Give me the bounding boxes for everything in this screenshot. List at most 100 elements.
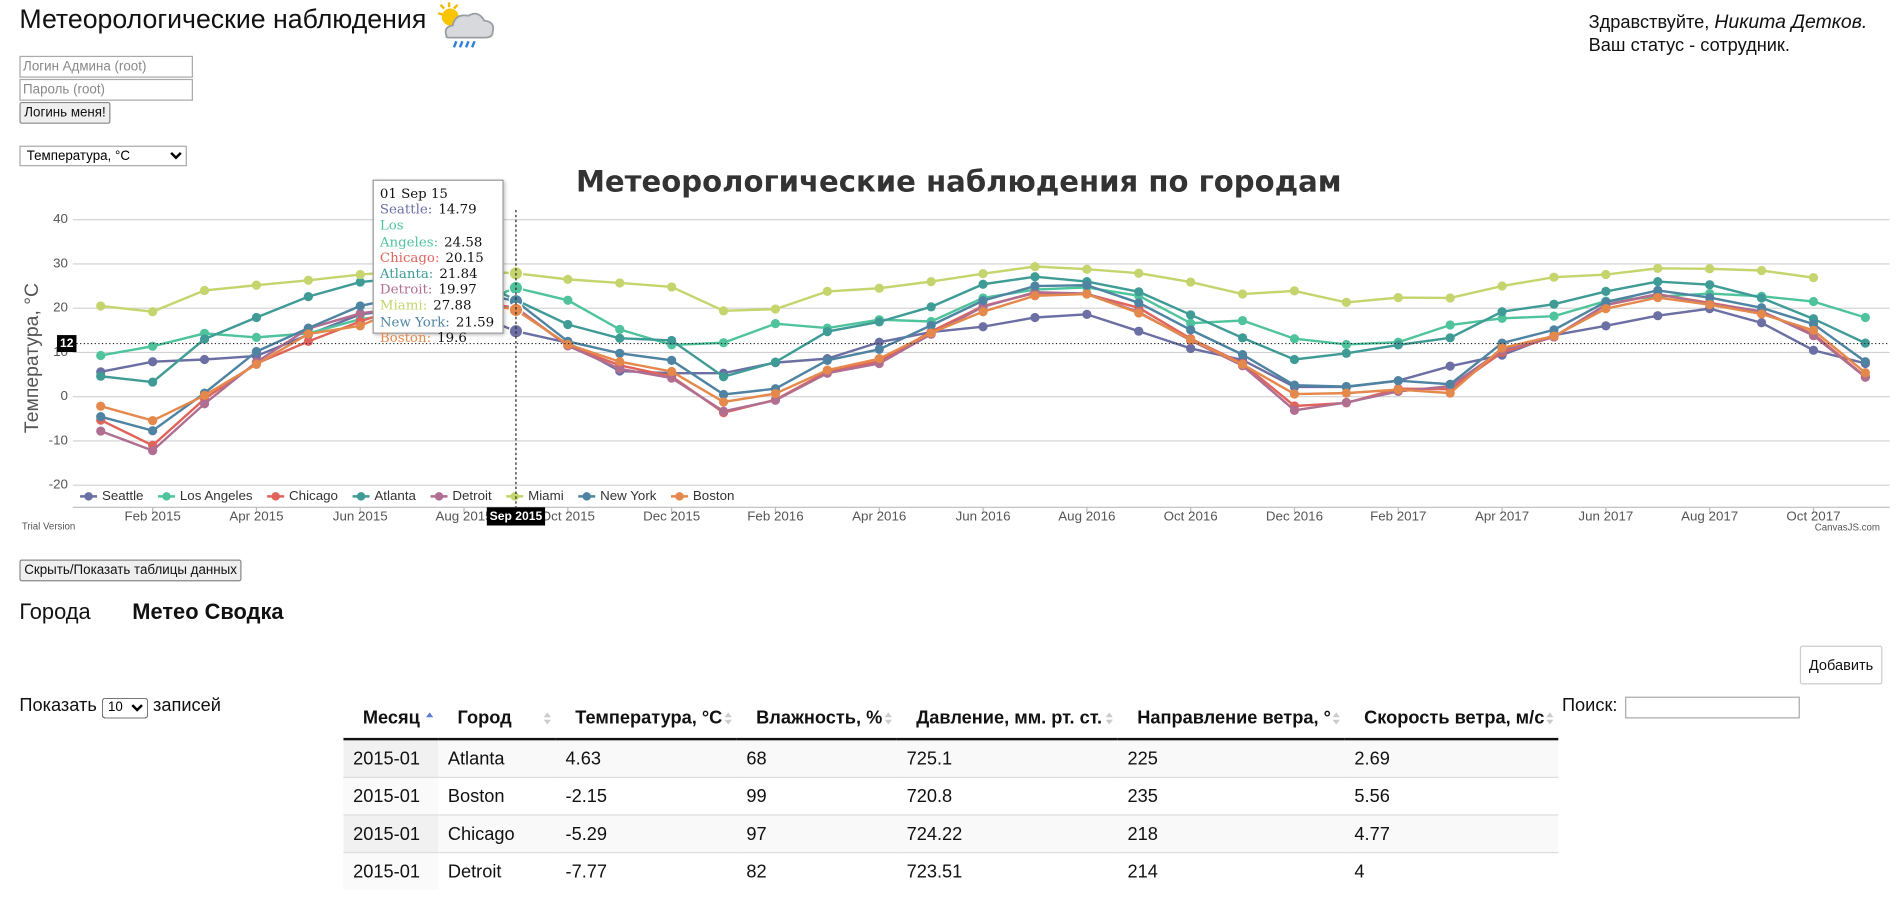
column-header[interactable]: Город xyxy=(438,697,556,741)
data-point xyxy=(1341,339,1351,350)
data-point xyxy=(1860,368,1870,378)
table-cell: 725.1 xyxy=(896,738,1118,778)
table-cell: 218 xyxy=(1117,814,1345,853)
table-cell: 225 xyxy=(1117,738,1345,778)
table-cell: 5.56 xyxy=(1344,776,1559,815)
data-point xyxy=(874,317,884,327)
table-cell: 724.22 xyxy=(896,814,1118,853)
legend-swatch xyxy=(675,492,684,501)
legend-item: Chicago xyxy=(267,488,338,503)
data-point xyxy=(770,357,781,367)
data-point xyxy=(1030,261,1040,272)
data-point xyxy=(1341,348,1351,358)
search-input[interactable] xyxy=(1625,696,1800,719)
legend-swatch xyxy=(510,492,519,501)
data-point xyxy=(718,406,729,416)
tooltip-row: Detroit 19.97 xyxy=(380,282,503,298)
data-point xyxy=(1653,292,1663,303)
data-point xyxy=(96,426,106,436)
x-tick-label: Aug 2016 xyxy=(1058,509,1115,524)
data-point xyxy=(1237,333,1248,343)
column-header[interactable]: Месяц xyxy=(343,697,439,741)
data-point xyxy=(1445,293,1455,303)
data-point xyxy=(251,359,262,369)
column-header[interactable]: Давление, мм. рт. ст. xyxy=(896,697,1118,741)
data-point xyxy=(1601,321,1611,331)
data-point xyxy=(1186,277,1196,287)
tooltip-series-name: Los Angeles xyxy=(380,218,438,250)
data-point xyxy=(1601,304,1611,314)
data-point xyxy=(303,275,313,285)
data-point xyxy=(1860,312,1870,323)
data-point xyxy=(1186,310,1196,320)
tab-active[interactable]: Метео Сводка xyxy=(132,599,284,624)
legend-item: Seattle xyxy=(80,488,143,503)
tooltip-value: 24.58 xyxy=(444,233,483,250)
data-point xyxy=(1653,263,1663,273)
data-point xyxy=(615,278,625,288)
data-point xyxy=(667,335,677,346)
data-point xyxy=(718,306,729,316)
show-label: Показать xyxy=(19,695,97,717)
data-point xyxy=(770,395,781,405)
data-point xyxy=(926,320,936,331)
tooltip-value: 19.97 xyxy=(438,281,477,298)
tooltip-value: 27.88 xyxy=(433,297,472,314)
user-info: Здравствуйте, Никита Детков. Ваш статус … xyxy=(1589,11,1868,57)
legend-swatch xyxy=(271,492,280,501)
tab[interactable]: Города xyxy=(19,599,91,624)
page-size-select[interactable]: 10 xyxy=(101,697,148,718)
data-point xyxy=(667,366,677,377)
data-point xyxy=(199,390,210,400)
tooltip-value: 19.6 xyxy=(437,329,467,346)
column-header[interactable]: Направление ветра, ° xyxy=(1117,697,1345,741)
add-button[interactable]: Добавить xyxy=(1799,645,1883,685)
x-tick-label: Oct 2017 xyxy=(1786,509,1840,524)
data-point xyxy=(667,373,677,383)
tooltip-series-name: Atlanta xyxy=(380,266,433,282)
table-cell: 720.8 xyxy=(896,776,1118,815)
column-header[interactable]: Влажность, % xyxy=(736,697,897,741)
password-input[interactable] xyxy=(19,78,193,101)
data-point xyxy=(1756,293,1767,303)
toggle-tables-button[interactable]: Скрыть/Показать таблицы данных xyxy=(19,559,242,582)
data-point xyxy=(1186,343,1196,354)
data-point xyxy=(718,338,729,348)
tooltip-row: Chicago 20.15 xyxy=(380,250,503,266)
data-point xyxy=(1134,298,1144,308)
x-tick-label: Apr 2015 xyxy=(229,509,283,524)
data-point xyxy=(199,334,210,344)
data-point xyxy=(1445,333,1455,343)
x-tick-label: Feb 2017 xyxy=(1370,509,1426,524)
column-header[interactable]: Скорость ветра, м/с xyxy=(1344,697,1559,741)
data-point xyxy=(1601,297,1611,307)
data-point xyxy=(926,328,936,338)
data-point xyxy=(874,337,884,347)
data-point xyxy=(96,401,106,411)
data-point xyxy=(355,308,365,319)
column-header[interactable]: Температура, °C xyxy=(555,697,737,741)
table-cell: Boston xyxy=(438,776,556,815)
table-cell: -2.15 xyxy=(555,776,737,815)
data-point xyxy=(1030,312,1040,323)
page-title: Метеорологические наблюдения xyxy=(19,3,427,34)
login-button[interactable]: Логинь меня! xyxy=(19,101,111,124)
data-point xyxy=(718,372,729,382)
data-point xyxy=(1186,325,1196,335)
tooltip-row: Miami 27.88 xyxy=(380,298,503,314)
data-point xyxy=(822,365,832,375)
table-cell: 2015-01 xyxy=(343,738,439,778)
data-table: Месяц Город Температура, °C Влажность, % Дав… xyxy=(343,697,1559,890)
data-point xyxy=(1237,350,1248,360)
data-point xyxy=(563,319,573,330)
data-point xyxy=(1549,299,1559,309)
data-point xyxy=(1341,297,1351,308)
data-point xyxy=(1497,281,1507,291)
x-tick-label: Feb 2016 xyxy=(747,509,803,524)
data-point xyxy=(148,357,158,367)
login-input[interactable] xyxy=(19,55,193,78)
measure-select[interactable]: Температура, °C xyxy=(19,145,187,167)
y-tick-label: -10 xyxy=(49,432,68,447)
data-point xyxy=(96,350,106,361)
